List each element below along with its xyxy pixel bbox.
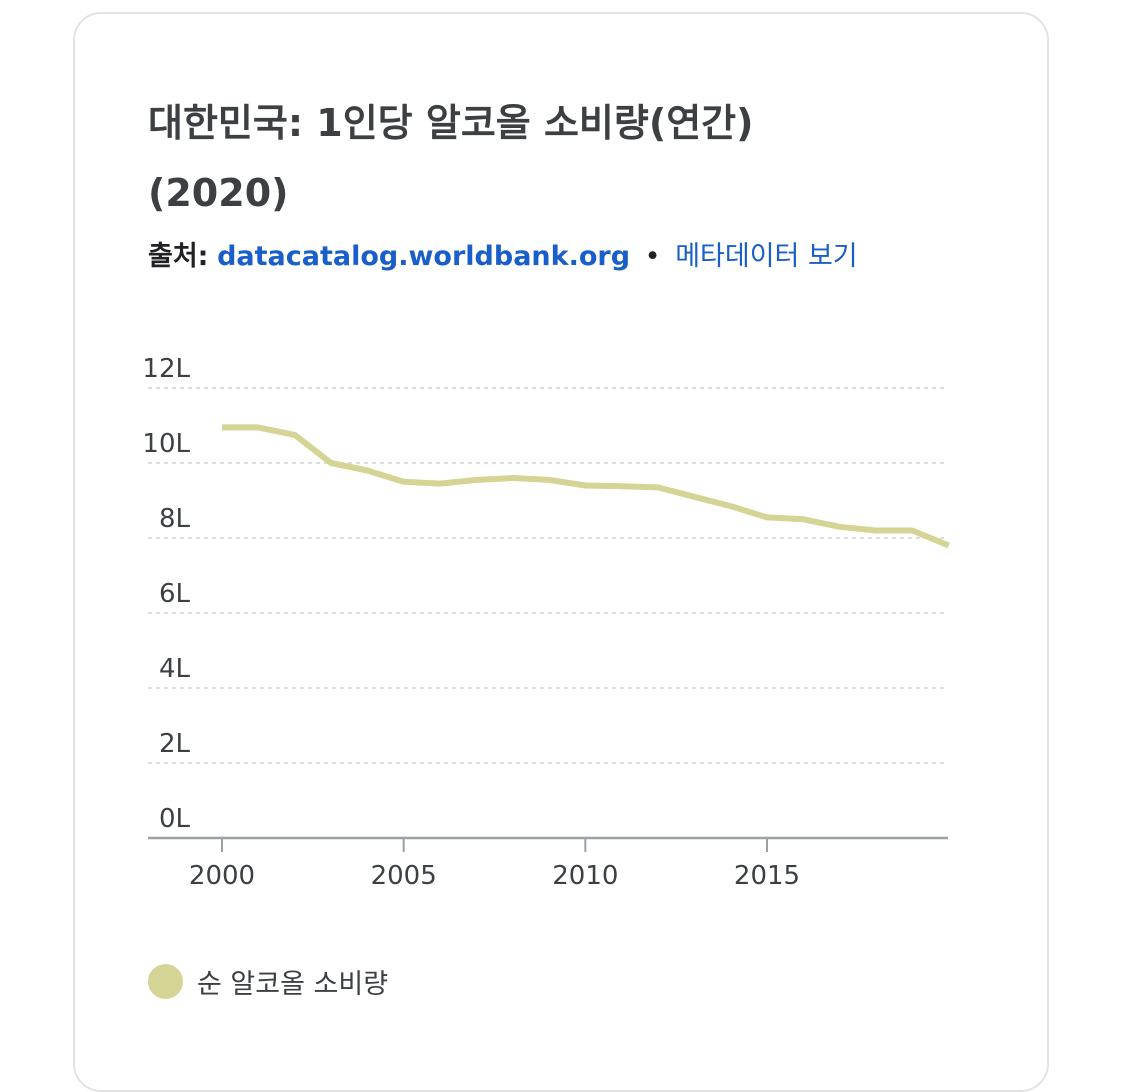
y-tick-label: 6L [159, 579, 191, 609]
y-tick-label: 2L [159, 729, 191, 759]
legend-swatch [148, 964, 183, 999]
y-tick-label: 0L [159, 804, 191, 834]
line-chart: 0L 2L 4L 6L 8L 10L 12L 2000 2005 2010 2015 [142, 354, 950, 891]
x-tick-label: 2010 [552, 861, 618, 891]
source-line: 출처: datacatalog.worldbank.org • 메타데이터 보기 [148, 238, 858, 276]
legend: 순 알코올 소비량 [148, 962, 388, 1001]
source-link[interactable]: datacatalog.worldbank.org [217, 241, 631, 272]
y-tick-label: 12L [142, 354, 190, 384]
x-tick-label: 2000 [189, 861, 255, 891]
x-tick-label: 2015 [734, 861, 800, 891]
chart-card [73, 12, 1049, 1092]
y-tick-label: 10L [142, 429, 190, 459]
source-label: 출처: [148, 241, 209, 272]
x-tick-label: 2005 [371, 861, 437, 891]
chart-title: 대한민국: 1인당 알코올 소비량(연간) (2020) [148, 101, 754, 215]
y-tick-label: 8L [159, 504, 191, 534]
y-tick-label: 4L [159, 654, 191, 684]
separator-dot: • [644, 241, 661, 272]
series-line [222, 424, 950, 549]
legend-label: 순 알코올 소비량 [197, 969, 389, 1000]
view-metadata-link[interactable]: 메타데이터 보기 [675, 241, 858, 272]
